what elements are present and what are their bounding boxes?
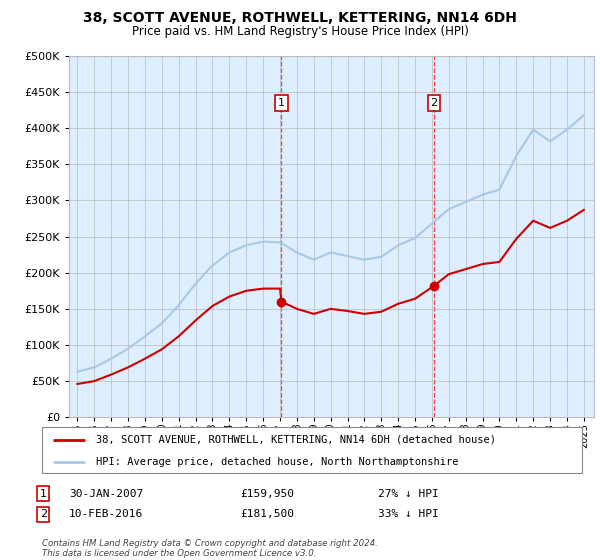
FancyBboxPatch shape — [42, 427, 582, 473]
Text: Price paid vs. HM Land Registry's House Price Index (HPI): Price paid vs. HM Land Registry's House … — [131, 25, 469, 38]
Text: HPI: Average price, detached house, North Northamptonshire: HPI: Average price, detached house, Nort… — [96, 457, 458, 466]
Text: 38, SCOTT AVENUE, ROTHWELL, KETTERING, NN14 6DH: 38, SCOTT AVENUE, ROTHWELL, KETTERING, N… — [83, 11, 517, 25]
Text: 30-JAN-2007: 30-JAN-2007 — [69, 489, 143, 499]
Text: 1: 1 — [40, 489, 47, 499]
Text: 38, SCOTT AVENUE, ROTHWELL, KETTERING, NN14 6DH (detached house): 38, SCOTT AVENUE, ROTHWELL, KETTERING, N… — [96, 435, 496, 445]
Text: 2: 2 — [40, 509, 47, 519]
Text: Contains HM Land Registry data © Crown copyright and database right 2024.
This d: Contains HM Land Registry data © Crown c… — [42, 539, 378, 558]
Text: £159,950: £159,950 — [240, 489, 294, 499]
Text: 10-FEB-2016: 10-FEB-2016 — [69, 509, 143, 519]
Text: £181,500: £181,500 — [240, 509, 294, 519]
Text: 2: 2 — [430, 98, 437, 108]
Text: 33% ↓ HPI: 33% ↓ HPI — [378, 509, 439, 519]
Text: 27% ↓ HPI: 27% ↓ HPI — [378, 489, 439, 499]
Text: 1: 1 — [278, 98, 285, 108]
